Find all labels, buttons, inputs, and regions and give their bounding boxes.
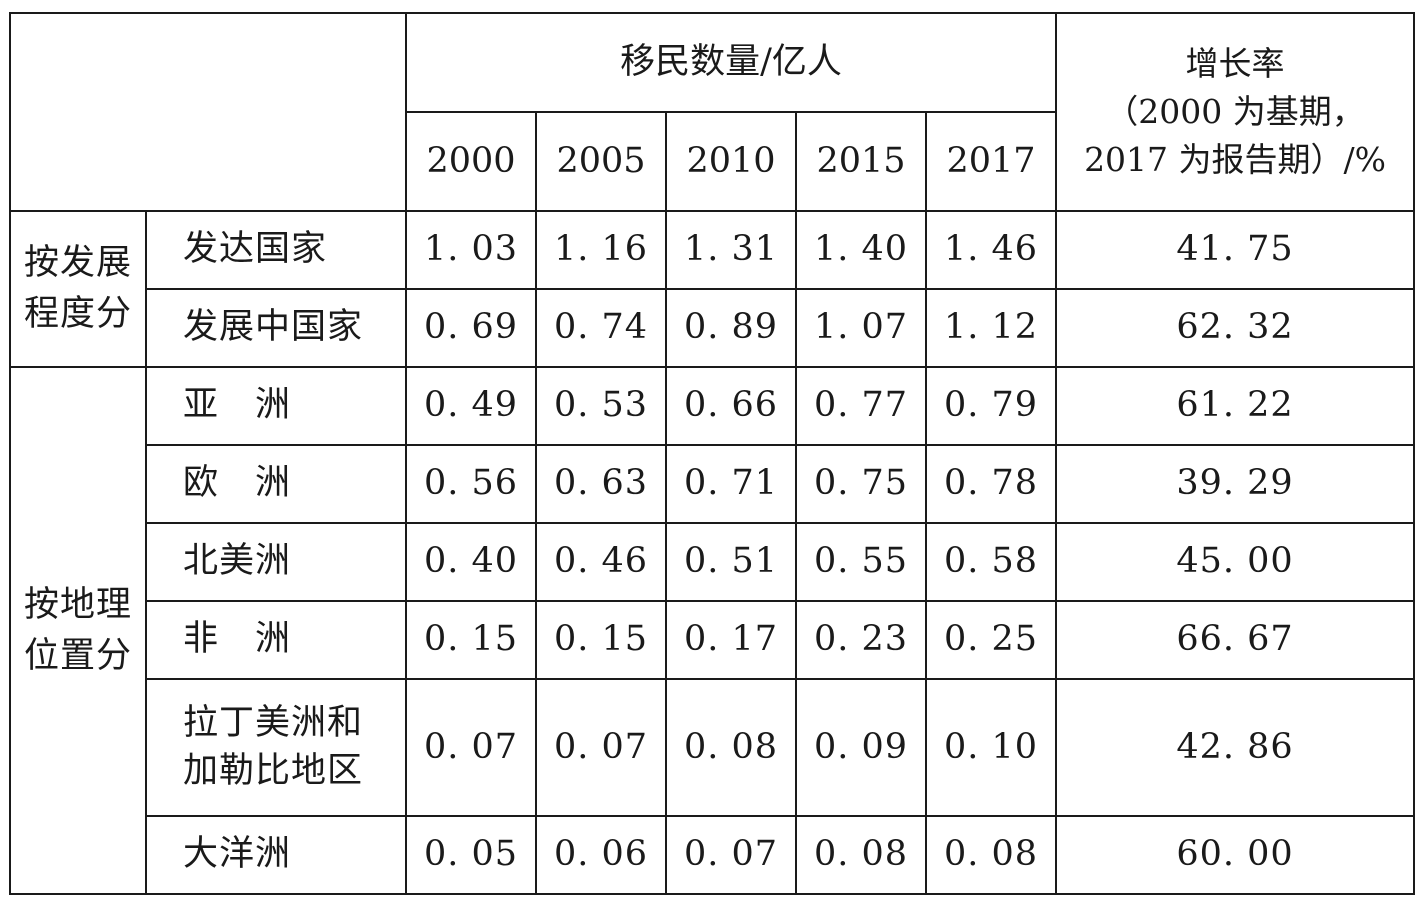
value-cell: 0. 09 — [795, 678, 927, 817]
value-cell: 0. 55 — [795, 522, 927, 602]
value-cell: 0. 77 — [795, 366, 927, 446]
table-row: 非 洲 0. 15 0. 15 0. 17 0. 23 0. 25 66. 67 — [10, 600, 1416, 680]
table-row: 大洋洲 0. 05 0. 06 0. 07 0. 08 0. 08 60. 00 — [10, 815, 1416, 895]
year-header: 2010 — [665, 111, 797, 212]
value-cell: 0. 49 — [405, 366, 537, 446]
year-header: 2017 — [924, 111, 1058, 212]
value-cell: 0. 71 — [665, 444, 797, 524]
row-label: 发展中国家 — [145, 288, 407, 368]
value-cell: 0. 07 — [665, 815, 797, 895]
growth-cell: 60. 00 — [1055, 815, 1416, 895]
growth-cell: 41. 75 — [1055, 210, 1416, 290]
value-cell: 0. 25 — [924, 600, 1058, 680]
value-cell: 0. 78 — [924, 444, 1058, 524]
migration-data-table: 移民数量/亿人 增长率 （2000 为基期， 2017 为报告期）/% 2000… — [9, 12, 1416, 895]
value-cell: 0. 17 — [665, 600, 797, 680]
growth-cell: 42. 86 — [1055, 678, 1416, 817]
table-row: 拉丁美洲和 加勒比地区 0. 07 0. 07 0. 08 0. 09 0. 1… — [10, 678, 1416, 817]
value-cell: 0. 46 — [535, 522, 667, 602]
value-cell: 0. 89 — [665, 288, 797, 368]
growth-cell: 45. 00 — [1055, 522, 1416, 602]
row-label: 大洋洲 — [145, 815, 407, 895]
header-row-1: 移民数量/亿人 增长率 （2000 为基期， 2017 为报告期）/% — [9, 12, 1416, 212]
row-label: 发达国家 — [145, 210, 407, 290]
value-cell: 0. 06 — [535, 815, 667, 895]
value-cell: 0. 23 — [795, 600, 927, 680]
table-row: 北美洲 0. 40 0. 46 0. 51 0. 55 0. 58 45. 00 — [10, 522, 1416, 602]
row-label: 亚 洲 — [145, 366, 407, 446]
value-cell: 0. 15 — [405, 600, 537, 680]
value-cell: 0. 08 — [924, 815, 1058, 895]
value-cell: 0. 08 — [665, 678, 797, 817]
value-cell: 0. 07 — [405, 678, 537, 817]
value-cell: 0. 08 — [795, 815, 927, 895]
value-cell: 0. 58 — [924, 522, 1058, 602]
value-cell: 0. 74 — [535, 288, 667, 368]
value-cell: 0. 79 — [924, 366, 1058, 446]
value-cell: 0. 05 — [405, 815, 537, 895]
growth-cell: 61. 22 — [1055, 366, 1416, 446]
table-row: 欧 洲 0. 56 0. 63 0. 71 0. 75 0. 78 39. 29 — [10, 444, 1416, 524]
row-label: 拉丁美洲和 加勒比地区 — [145, 678, 407, 817]
growth-cell: 66. 67 — [1055, 600, 1416, 680]
year-header: 2005 — [535, 111, 667, 212]
value-cell: 0. 63 — [535, 444, 667, 524]
value-cell: 0. 51 — [665, 522, 797, 602]
table-row: 按地理 位置分 亚 洲 0. 49 0. 53 0. 66 0. 77 0. 7… — [9, 366, 1416, 895]
value-cell: 0. 15 — [535, 600, 667, 680]
value-cell: 1. 16 — [535, 210, 667, 290]
value-cell: 0. 40 — [405, 522, 537, 602]
header-row-years: 2000 2005 2010 2015 2017 — [10, 111, 1414, 212]
year-header: 2000 — [405, 111, 537, 212]
year-header: 2015 — [795, 111, 927, 212]
row-label: 非 洲 — [145, 600, 407, 680]
value-cell: 0. 07 — [535, 678, 667, 817]
value-cell: 1. 03 — [405, 210, 537, 290]
group-label-geography: 按地理 位置分 — [9, 366, 147, 895]
migrants-header: 移民数量/亿人 — [404, 12, 1058, 113]
value-cell: 0. 66 — [665, 366, 797, 446]
value-cell: 1. 31 — [665, 210, 797, 290]
value-cell: 0. 75 — [795, 444, 927, 524]
value-cell: 1. 46 — [924, 210, 1058, 290]
table-row: 发展中国家 0. 69 0. 74 0. 89 1. 07 1. 12 62. … — [10, 288, 1416, 368]
value-cell: 0. 53 — [535, 366, 667, 446]
table-row: 按发展 程度分 发达国家 1. 03 1. 16 1. 31 1. 40 1. … — [9, 210, 1416, 368]
growth-cell: 62. 32 — [1055, 288, 1416, 368]
growth-rate-header: 增长率 （2000 为基期， 2017 为报告期）/% — [1055, 12, 1416, 212]
group-label-development: 按发展 程度分 — [9, 210, 147, 368]
value-cell: 1. 12 — [924, 288, 1058, 368]
row-label: 北美洲 — [145, 522, 407, 602]
value-cell: 0. 69 — [405, 288, 537, 368]
row-label: 欧 洲 — [145, 444, 407, 524]
value-cell: 0. 56 — [405, 444, 537, 524]
corner-cell — [9, 12, 407, 212]
growth-cell: 39. 29 — [1055, 444, 1416, 524]
value-cell: 0. 10 — [924, 678, 1058, 817]
value-cell: 1. 07 — [795, 288, 927, 368]
value-cell: 1. 40 — [795, 210, 927, 290]
